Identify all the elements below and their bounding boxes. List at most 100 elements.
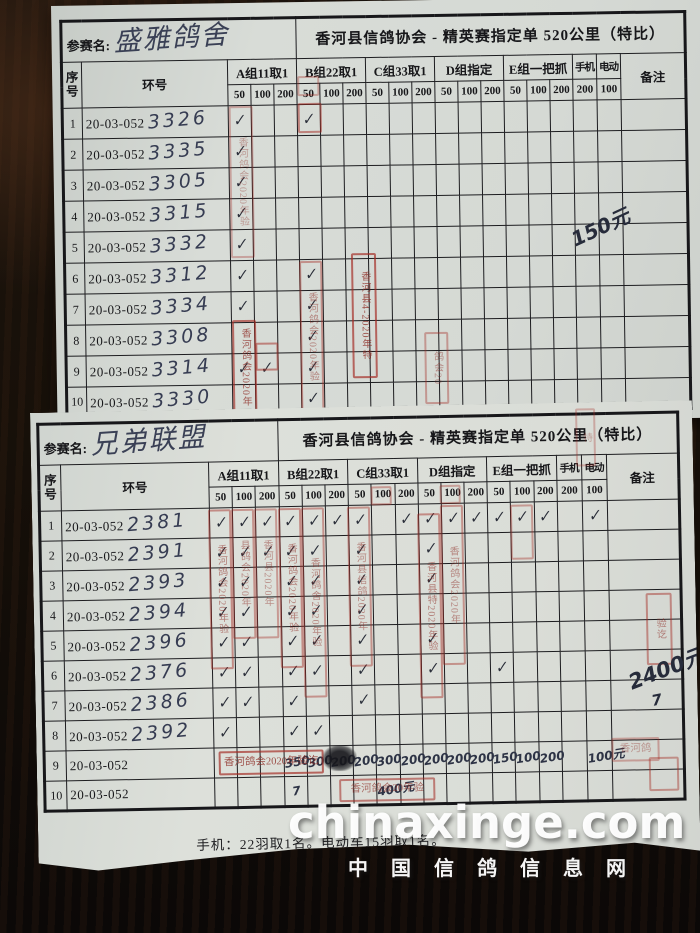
- handwritten-fee: 7: [290, 783, 302, 799]
- mark-cell: [483, 225, 507, 257]
- mark-cell: ✓: [210, 538, 234, 568]
- checkmark: ✓: [218, 691, 232, 713]
- mark-cell: ✓: [282, 686, 306, 716]
- mark-cell: ✓: [211, 598, 235, 628]
- checkmark: ✓: [309, 599, 323, 621]
- remark-cell: [622, 191, 689, 224]
- row-number: 6: [42, 661, 65, 691]
- mark-cell: [346, 320, 371, 352]
- mark-cell: [321, 165, 345, 198]
- mark-cell: [326, 535, 350, 565]
- mark-cell: [600, 316, 625, 348]
- mark-cell: [516, 772, 540, 802]
- checkmark: ✓: [307, 539, 322, 561]
- mark-cell: [395, 534, 419, 564]
- checkmark: ✓: [241, 690, 255, 712]
- mark-cell: [575, 254, 601, 287]
- mark-cell: ✓: [254, 352, 279, 385]
- mark-cell: [600, 347, 626, 379]
- remark-cell: [609, 619, 682, 650]
- entrant-name-handwritten: 兄弟联盟: [89, 421, 208, 461]
- row-number: 10: [45, 781, 68, 811]
- ring-number-cell: 20-03-052 3332: [84, 229, 231, 264]
- sub-header: 50: [487, 481, 511, 502]
- mark-cell: [326, 565, 350, 595]
- mark-cell: [600, 285, 625, 317]
- mark-cell: [529, 224, 553, 257]
- mark-cell: [423, 774, 447, 804]
- mark-cell: [493, 772, 517, 802]
- row-number: 8: [43, 721, 66, 751]
- row-number: 7: [43, 691, 66, 721]
- mark-cell: 200: [539, 741, 563, 771]
- checkmark: ✓: [423, 537, 438, 559]
- ring-prefix: 20-03-052: [87, 239, 147, 256]
- mark-cell: [559, 591, 585, 621]
- remark-cell: [609, 589, 682, 620]
- sub-header: 200: [255, 486, 279, 507]
- mark-cell: [277, 352, 302, 384]
- mark-cell: [368, 258, 393, 290]
- mark-cell: [506, 256, 531, 288]
- mark-cell: [277, 321, 302, 353]
- mark-cell: ✓: [212, 658, 236, 688]
- mark-cell: [257, 567, 281, 597]
- mark-cell: [511, 532, 535, 562]
- mark-cell: [557, 501, 583, 531]
- mark-cell: [438, 319, 463, 351]
- mark-cell: [366, 103, 390, 135]
- checkmark: ✓: [357, 688, 371, 710]
- mark-cell: [345, 258, 370, 290]
- ring-suffix-handwritten: 3305: [147, 168, 210, 196]
- checkmark: ✓: [516, 505, 530, 527]
- col-header-group-e: E组一把抓: [487, 455, 557, 481]
- row-number: 1: [62, 108, 83, 140]
- checkmark: ✓: [284, 540, 299, 561]
- mark-cell: ✓: [464, 503, 488, 533]
- ring-prefix: 20-03-052: [87, 208, 147, 225]
- mark-cell: [237, 717, 261, 747]
- checkmark: ✓: [284, 510, 298, 531]
- mark-cell: [536, 621, 560, 651]
- mark-cell: [251, 136, 276, 168]
- mark-cell: [444, 623, 468, 653]
- mark-cell: [513, 592, 537, 622]
- ring-prefix: 20-03-052: [67, 637, 127, 654]
- checkmark: ✓: [214, 511, 228, 533]
- mark-cell: [527, 100, 551, 133]
- mark-cell: [420, 594, 444, 624]
- sub-header: 100: [510, 481, 534, 502]
- ring-prefix: 20-03-052: [65, 547, 125, 564]
- mark-cell: [324, 351, 348, 384]
- mark-cell: [413, 195, 438, 227]
- mark-cell: [484, 318, 508, 350]
- col-header-electric: 电动: [581, 454, 606, 479]
- mark-cell: [599, 254, 625, 286]
- mark-cell: [481, 132, 506, 164]
- checkmark: ✓: [260, 357, 274, 379]
- sub-header: 100: [526, 79, 551, 102]
- mark-cell: [343, 134, 368, 166]
- mark-cell: [274, 135, 299, 168]
- mark-cell: ✓: [306, 716, 330, 746]
- mark-cell: [323, 289, 347, 322]
- checkmark: ✓: [288, 719, 302, 741]
- mark-cell: [551, 162, 575, 194]
- mark-cell: [393, 350, 417, 383]
- ring-number-cell: 20-03-052: [66, 748, 215, 781]
- mark-cell: [535, 531, 559, 561]
- col-header-group-a: A组11取1: [208, 461, 278, 487]
- mark-cell: ✓: [350, 595, 374, 625]
- mark-cell: [398, 684, 422, 714]
- mark-cell: ✓: [421, 654, 445, 684]
- mark-cell: ✓: [351, 625, 375, 655]
- remark-cell: [610, 649, 683, 680]
- mark-cell: [538, 711, 562, 741]
- checkmark: ✓: [234, 171, 248, 193]
- mark-cell: ✓: [350, 565, 374, 595]
- mark-cell: 300: [307, 746, 331, 776]
- checkmark: ✓: [216, 631, 231, 653]
- ring-number-cell: 20-03-0522386: [65, 688, 214, 721]
- row-number: 3: [63, 170, 84, 202]
